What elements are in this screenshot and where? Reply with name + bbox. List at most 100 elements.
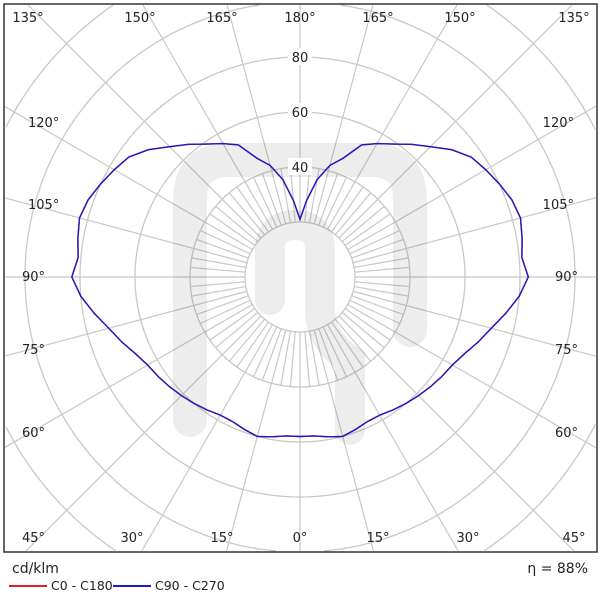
grid-spoke [4,303,253,448]
legend-label-c0: C0 - C180 [51,578,113,593]
grid-spoke [289,167,296,223]
grid-spoke [252,177,278,228]
grid-spoke [196,295,249,316]
grid-spoke [354,285,409,297]
grid-spoke [280,331,292,386]
grid-spoke [326,324,459,552]
grid-spoke [308,331,320,386]
angle-label-30-left: 30° [120,531,143,546]
angle-label-15-left: 15° [210,531,233,546]
angle-label-60-left: 60° [22,426,45,441]
grid-spoke [196,238,249,259]
legend-swatch-c90 [113,584,151,587]
grid-ring-100 [24,4,277,552]
chart-frame [3,3,598,553]
grid-spoke [352,290,597,357]
tick-label-bg [288,48,312,65]
grid-spoke [354,266,410,273]
grid-spoke [322,177,348,228]
grid-spoke [280,168,292,223]
grid-spoke [226,4,287,225]
grid-spoke [191,257,246,269]
legend-label-c90: C90 - C270 [155,578,225,593]
series-line-c90-c270 [71,142,530,438]
grid-spoke [354,257,409,269]
tick-label-bg [288,158,312,175]
grid-spoke [354,281,410,288]
grid-spoke [190,266,246,273]
grid-spoke [261,173,282,226]
angle-label-135-left: 135° [12,11,43,26]
grid-spoke [215,311,259,349]
grid-spoke [200,299,251,325]
angle-label-75-right: 75° [555,343,578,358]
legend-swatch-c0 [9,584,47,587]
angle-label-105-right: 105° [543,198,574,213]
grid-spoke [313,329,374,552]
grid-spoke [341,205,385,243]
grid-spoke [352,197,597,264]
grid-ring-120 [5,4,114,128]
angle-label-180-left: 180° [284,11,315,26]
grid-spoke [326,4,458,230]
angle-label-150-right: 150° [444,11,475,26]
radial-tick-label-40: 40 [292,161,309,176]
grid-ring-120 [5,426,116,552]
grid-spoke [200,229,251,255]
grid-spoke [318,328,339,381]
grid-spoke [4,290,248,357]
legend-item-c0: C0 - C180 [9,578,113,593]
grid-spoke [228,318,266,362]
angle-label-15-right: 15° [366,531,389,546]
grid-spoke [334,318,372,362]
grid-spoke [304,167,311,223]
grid-spoke [4,106,253,251]
grid-ring-100 [323,277,576,552]
radial-tick-label-80: 80 [292,51,309,66]
grid-spoke [141,324,274,552]
grid-spoke [289,331,296,387]
grid-spoke [351,238,404,259]
grid-spoke [236,186,269,233]
grid-spoke [344,308,391,341]
efficiency-label: η = 88% [527,561,588,577]
grid-spoke [347,303,597,449]
grid-spoke [338,4,573,239]
grid-spoke [351,295,404,316]
grid-spoke [190,281,246,288]
grid-spoke [252,326,278,377]
angle-label-90-left: 90° [22,270,45,285]
grid-spoke [344,213,391,246]
angle-label-120-right: 120° [543,116,574,131]
grid-spoke [318,173,339,226]
grid-spoke [334,192,372,236]
legend-item-c90: C90 - C270 [113,578,225,593]
angle-label-150-left: 150° [124,11,155,26]
tick-label-bg [288,103,312,120]
angle-label-120-left: 120° [28,116,59,131]
grid-spoke [322,326,348,377]
grid-spoke [349,229,400,255]
grid-spoke [338,315,575,552]
angle-label-0-left: 0° [293,531,308,546]
angle-label-135-right: 135° [558,11,589,26]
grid-spoke [4,197,248,264]
grid-spoke [191,285,246,297]
grid-spoke [209,213,256,246]
grid-spoke [308,168,320,223]
grid-ring-100 [340,4,576,277]
angle-label-165-right: 165° [362,11,393,26]
grid-spoke [304,331,311,387]
grid-ring-120 [486,4,596,131]
grid-spoke [215,205,259,243]
grid-spoke [226,329,287,552]
unit-label: cd/klm [12,561,59,577]
angle-label-165-left: 165° [206,11,237,26]
grid-spoke [27,4,262,239]
grid-spoke [331,186,364,233]
angle-label-60-right: 60° [555,426,578,441]
angle-label-75-left: 75° [22,343,45,358]
angle-label-90-right: 90° [555,270,578,285]
grid-spoke [25,315,262,552]
